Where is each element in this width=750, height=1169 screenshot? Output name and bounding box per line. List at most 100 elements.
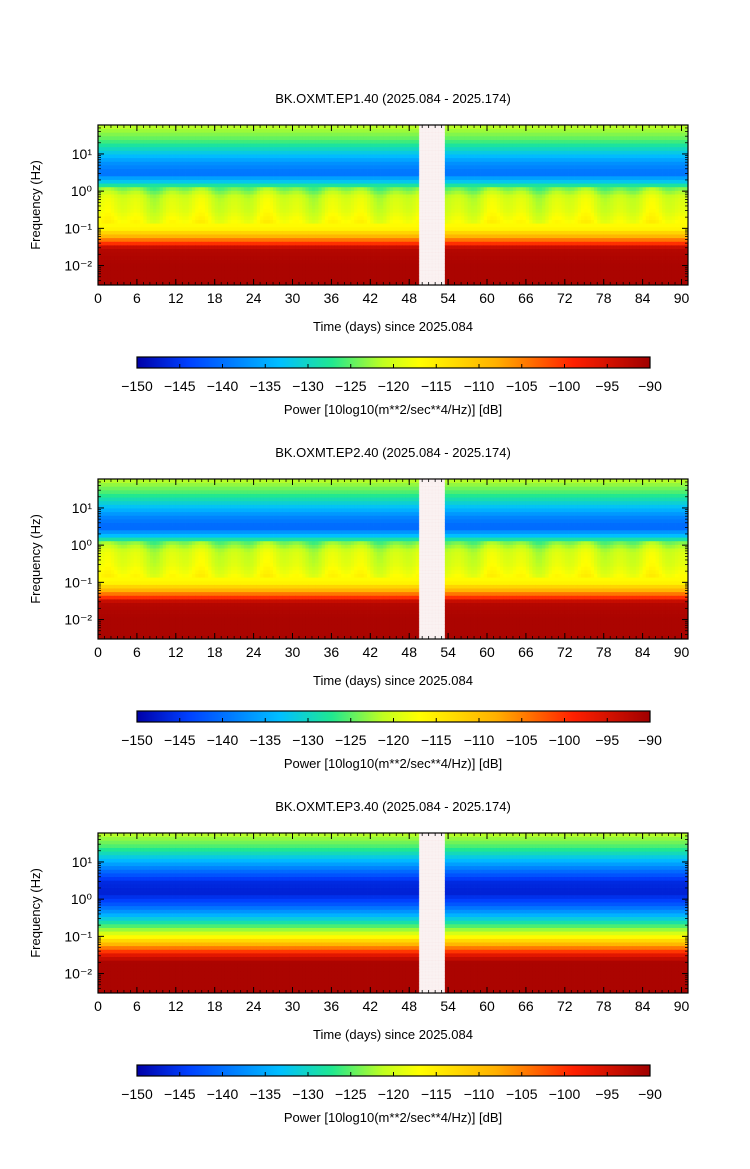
heatmap-cell (188, 226, 193, 231)
heatmap-cell (282, 274, 287, 279)
heatmap-cell (230, 175, 235, 180)
heatmap-cell (201, 259, 206, 264)
heatmap-cell (114, 266, 118, 271)
heatmap-cell (354, 248, 358, 253)
heatmap-cell (214, 172, 219, 177)
heatmap-cell (133, 197, 138, 202)
heatmap-cell (405, 270, 410, 275)
heatmap-cell (195, 205, 199, 210)
heatmap-cell (386, 201, 391, 206)
heatmap-cell (383, 157, 387, 162)
heatmap-cell (201, 270, 206, 275)
heatmap-cell (451, 150, 455, 155)
heatmap-cell (266, 175, 271, 180)
heatmap-cell (266, 274, 271, 279)
heatmap-cell (286, 252, 290, 257)
heatmap-cell (402, 128, 407, 133)
heatmap-cell (328, 172, 332, 177)
heatmap-cell (383, 154, 387, 159)
heatmap-cell (217, 157, 222, 162)
heatmap-cell (104, 205, 109, 210)
heatmap-cell (347, 172, 352, 177)
heatmap-cell (260, 125, 264, 130)
heatmap-cell (182, 208, 186, 213)
heatmap-cell (146, 186, 151, 191)
heatmap-cell (123, 248, 128, 253)
heatmap-cell (412, 259, 417, 264)
heatmap-cell (311, 157, 316, 162)
heatmap-cell (240, 230, 245, 235)
heatmap-cell (217, 212, 222, 217)
heatmap-cell (237, 248, 242, 253)
heatmap-cell (204, 277, 209, 282)
heatmap-cell (454, 226, 459, 231)
heatmap-cell (399, 234, 404, 239)
heatmap-cell (360, 157, 365, 162)
heatmap-cell (347, 168, 352, 173)
heatmap-cell (175, 237, 180, 242)
heatmap-cell (308, 230, 313, 235)
heatmap-cell (331, 143, 336, 148)
heatmap-cell (457, 230, 462, 235)
heatmap-cell (337, 245, 342, 250)
heatmap-cell (441, 161, 446, 166)
heatmap-cell (354, 245, 358, 250)
heatmap-cell (217, 259, 222, 264)
heatmap-cell (451, 154, 455, 159)
heatmap-cell (162, 237, 167, 242)
heatmap-cell (159, 281, 164, 286)
heatmap-cell (114, 223, 118, 228)
heatmap-cell (399, 201, 404, 206)
heatmap-cell (448, 175, 452, 180)
heatmap-cell (240, 259, 245, 264)
heatmap-cell (136, 226, 141, 231)
heatmap-cell (461, 157, 465, 162)
heatmap-cell (140, 143, 144, 148)
heatmap-cell (256, 132, 261, 137)
heatmap-cell (211, 230, 216, 235)
heatmap-cell (347, 274, 352, 279)
heatmap-cell (253, 226, 258, 231)
heatmap-cell (350, 226, 355, 231)
heatmap-cell (302, 197, 306, 202)
heatmap-cell (211, 157, 216, 162)
heatmap-cell (412, 205, 417, 210)
heatmap-cell (149, 205, 154, 210)
heatmap-cell (256, 259, 261, 264)
heatmap-cell (211, 281, 216, 286)
heatmap-cell (428, 125, 433, 130)
heatmap-cell (386, 146, 391, 151)
heatmap-cell (182, 150, 186, 155)
heatmap-cell (247, 125, 251, 130)
heatmap-cell (409, 277, 413, 282)
heatmap-cell (324, 186, 329, 191)
heatmap-cell (214, 186, 219, 191)
heatmap-cell (234, 263, 238, 268)
heatmap-cell (305, 274, 310, 279)
heatmap-cell (221, 255, 225, 260)
heatmap-cell (302, 230, 306, 235)
heatmap-cell (331, 168, 336, 173)
heatmap-cell (169, 266, 173, 271)
heatmap-cell (396, 150, 400, 155)
heatmap-cell (195, 248, 199, 253)
heatmap-cell (162, 128, 167, 133)
heatmap-cell (156, 219, 160, 224)
heatmap-cell (367, 245, 371, 250)
heatmap-cell (104, 183, 109, 188)
heatmap-cell (302, 252, 306, 257)
heatmap-cell (211, 277, 216, 282)
heatmap-cell (169, 219, 173, 224)
heatmap-cell (101, 172, 105, 177)
heatmap-cell (123, 230, 128, 235)
heatmap-cell (444, 208, 449, 213)
heatmap-cell (311, 139, 316, 144)
heatmap-cell (405, 179, 410, 184)
heatmap-cell (175, 201, 180, 206)
heatmap-cell (354, 274, 358, 279)
heatmap-cell (198, 248, 203, 253)
heatmap-cell (104, 194, 109, 199)
heatmap-cell (282, 281, 287, 286)
heatmap-cell (431, 175, 436, 180)
heatmap-cell (153, 205, 157, 210)
